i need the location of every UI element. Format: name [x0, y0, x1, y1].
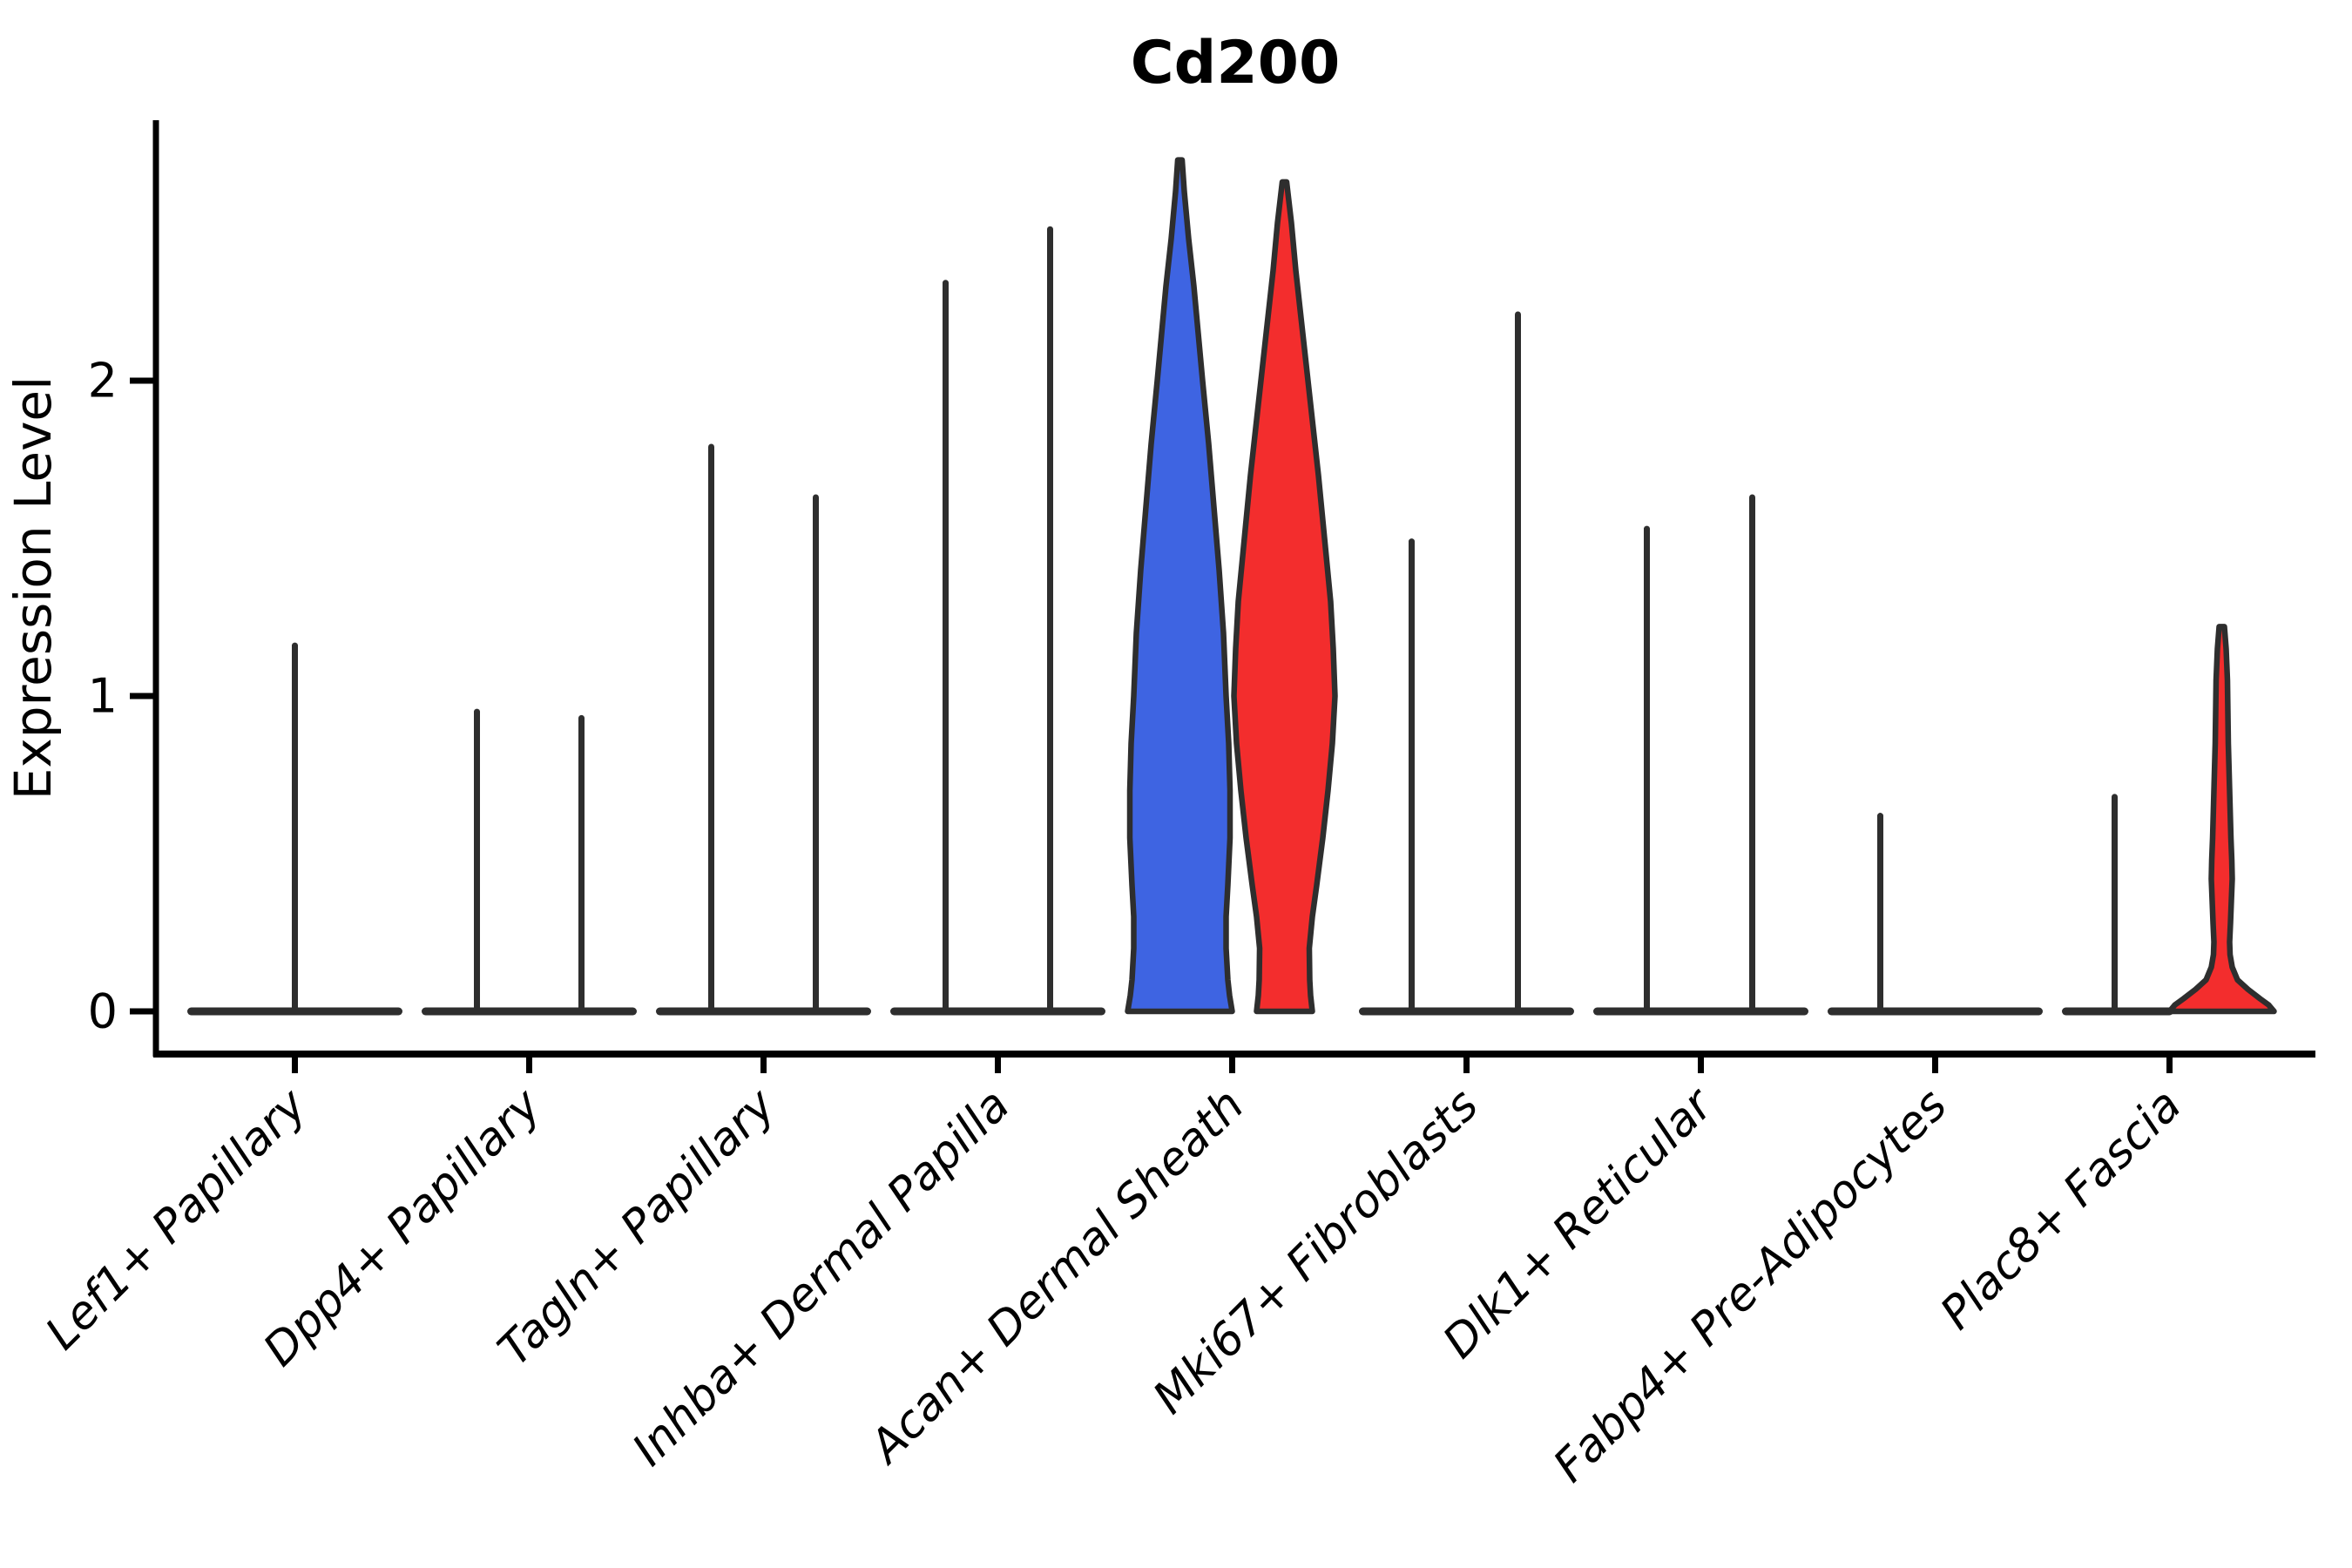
y-axis-label: Expression Level: [3, 376, 63, 800]
x-tick-label: Acan+ Dermal Sheath: [859, 1079, 1254, 1475]
y-tick-label: 2: [88, 354, 118, 409]
y-tick-label: 1: [88, 669, 118, 724]
y-tick-label: 0: [88, 984, 118, 1039]
violin-body: [1231, 179, 1338, 1015]
x-tick-label: Inhba+ Dermal Papilla: [623, 1079, 1020, 1477]
x-tick-label: Plac8+ Fascia: [1930, 1079, 2191, 1340]
axes: [130, 120, 2315, 1073]
violin-marks: [187, 157, 2277, 1016]
plot-title: Cd200: [1131, 29, 1341, 98]
violin-body: [1125, 157, 1235, 1015]
x-tick-label: Fabp4+ Pre-Adipocytes: [1544, 1079, 1957, 1493]
violin-body: [2166, 624, 2277, 1015]
